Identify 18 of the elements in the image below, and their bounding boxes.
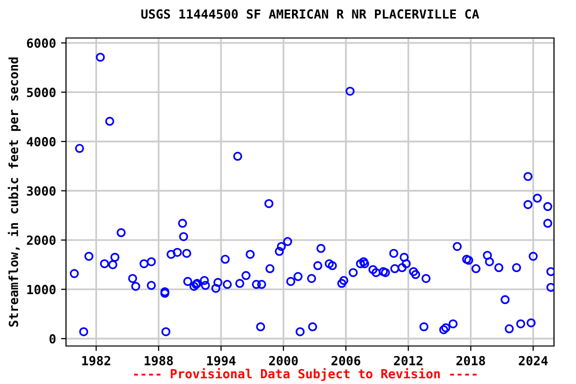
y-tick-label: 4000 bbox=[26, 136, 56, 146]
y-tick-label: 5000 bbox=[27, 88, 56, 98]
y-tick-label: 1000 bbox=[27, 284, 56, 294]
x-tick-label: 2012 bbox=[394, 356, 422, 366]
y-tick-label: 3000 bbox=[26, 186, 56, 196]
chart-title: USGS 11444500 SF AMERICAN R NR PLACERVILLE CA bbox=[141, 9, 480, 19]
y-tick-label: 2000 bbox=[26, 236, 56, 245]
y-axis-title: Streamflow, in cubic feet per second bbox=[8, 57, 21, 327]
x-tick-label: 1982 bbox=[82, 356, 110, 366]
x-tick-label: 1988 bbox=[144, 356, 173, 366]
x-tick-label: 2018 bbox=[456, 356, 486, 366]
x-tick-label: 2000 bbox=[269, 356, 298, 366]
text: ---- Provisional Data Subject to Revision ---- bbox=[134, 368, 477, 381]
y-tick-label: 6000 bbox=[26, 38, 56, 48]
x-tick-label: 2006 bbox=[332, 356, 360, 366]
y-tick-label: 0 bbox=[50, 334, 56, 344]
x-tick-label: 2024 bbox=[518, 356, 548, 366]
x-tick-label: 1994 bbox=[207, 356, 236, 366]
